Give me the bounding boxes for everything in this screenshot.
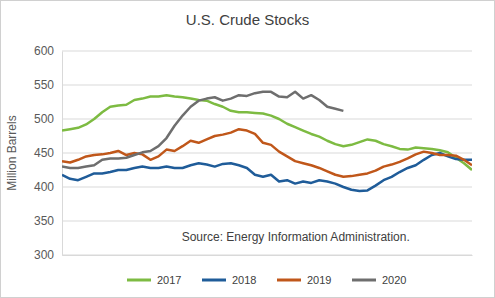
legend-label: 2019	[307, 274, 331, 286]
grid-line	[62, 119, 472, 120]
legend: 2017 2018 2019 2020	[127, 274, 406, 286]
series-line	[62, 129, 472, 177]
y-tick-label: 350	[34, 214, 54, 228]
series-lines	[62, 92, 472, 191]
series-line	[62, 92, 343, 168]
legend-swatch	[202, 279, 226, 282]
y-tick-label: 500	[34, 112, 54, 126]
legend-label: 2017	[157, 274, 181, 286]
y-axis: 300 350 400 450 500 550 600	[34, 44, 63, 262]
y-axis-line	[62, 52, 63, 256]
y-tick: 300	[34, 248, 62, 262]
y-tick-label: 550	[34, 78, 54, 92]
x-axis	[63, 255, 473, 256]
y-axis-title: Million Barrels	[5, 115, 19, 190]
y-tick: 350	[34, 214, 62, 228]
legend-label: 2018	[232, 274, 256, 286]
grid-line	[62, 255, 472, 256]
legend-swatch	[352, 279, 376, 282]
y-tick: 550	[34, 78, 62, 92]
grid-line	[62, 51, 472, 52]
legend-item: 2018	[202, 274, 256, 286]
y-tick-label: 450	[34, 146, 54, 160]
grid	[62, 51, 472, 255]
grid-line	[62, 85, 472, 86]
annotation: Source: Energy Information Administratio…	[182, 230, 410, 244]
chart: 300 350 400 450 500 550 600 Source: Energy Info…	[0, 0, 495, 298]
y-tick-label: 400	[34, 180, 54, 194]
y-tick-label: 600	[34, 44, 54, 58]
chart-frame	[1, 1, 495, 298]
legend-swatch	[277, 279, 301, 282]
title: U.S. Crude Stocks	[186, 11, 309, 28]
legend-label: 2020	[382, 274, 406, 286]
x-axis-line	[63, 255, 473, 256]
y-tick: 400	[34, 180, 62, 194]
legend-item: 2019	[277, 274, 331, 286]
y-tick: 450	[34, 146, 62, 160]
legend-item: 2017	[127, 274, 181, 286]
plot: 300 350 400 450 500 550 600 Source: Energy Info…	[34, 44, 473, 262]
y-tick-label: 300	[34, 248, 54, 262]
grid-line	[62, 187, 472, 188]
legend-swatch	[127, 279, 151, 282]
grid-line	[62, 221, 472, 222]
legend-item: 2020	[352, 274, 406, 286]
y-tick: 600	[34, 44, 62, 58]
y-tick: 500	[34, 112, 62, 126]
